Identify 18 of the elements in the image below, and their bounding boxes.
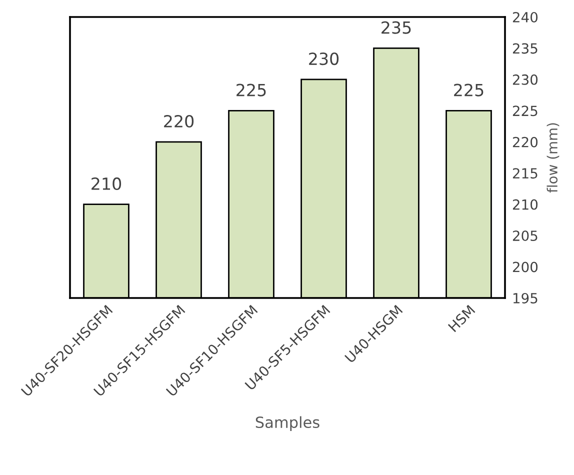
y-tick-label: 215: [512, 168, 538, 179]
y-tick-label: 195: [513, 292, 538, 304]
y-tick-label: 240: [512, 12, 538, 22]
y-tick-label: 235: [512, 43, 538, 54]
y-tick-label: 200: [512, 262, 538, 272]
x-axis-title: Samples: [256, 416, 320, 432]
data-label: 225: [236, 84, 266, 96]
y-tick-label: 210: [512, 199, 538, 210]
data-label: 230: [309, 52, 339, 66]
y-tick-label: 220: [512, 136, 538, 148]
y-tick-label: 205: [512, 230, 538, 242]
data-label: 210: [92, 177, 122, 190]
data-label: 220: [164, 114, 194, 128]
y-axis-title: flow (mm): [546, 123, 560, 193]
data-label: 235: [382, 21, 411, 34]
y-tick-label: 225: [512, 106, 538, 116]
data-label: 225: [454, 84, 484, 96]
y-tick-label: 230: [512, 74, 538, 85]
